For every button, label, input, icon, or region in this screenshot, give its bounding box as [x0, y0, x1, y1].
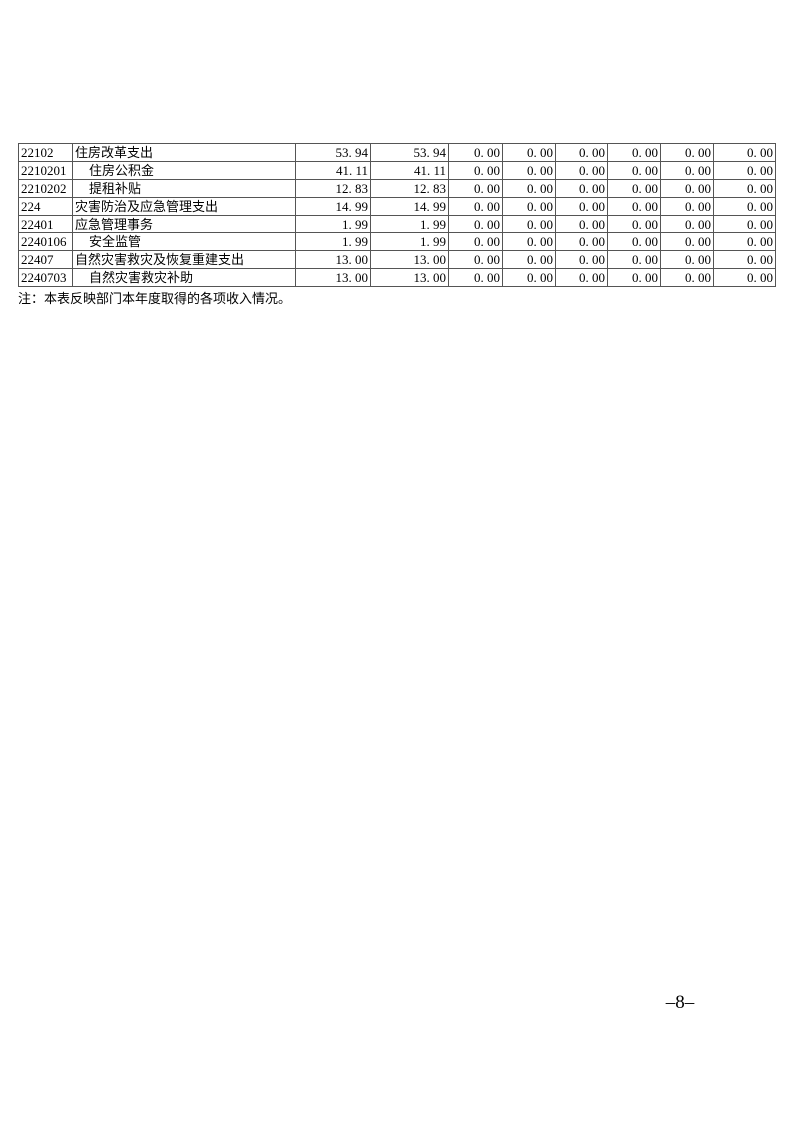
value-cell: 0. 00 — [502, 214, 556, 234]
value-cell: 0. 00 — [502, 268, 556, 288]
value-cell: 0. 00 — [660, 250, 714, 270]
value-cell: 0. 00 — [555, 250, 608, 270]
name-cell: 住房改革支出 — [72, 143, 296, 162]
value-cell: 53. 94 — [370, 143, 449, 162]
value-cell: 0. 00 — [448, 160, 503, 180]
value-cell: 0. 00 — [448, 143, 503, 162]
value-cell: 0. 00 — [660, 160, 714, 180]
table-row: 224 灾害防治及应急管理支出 14. 99 14. 99 0. 00 0. 0… — [18, 196, 776, 216]
value-cell: 0. 00 — [713, 196, 776, 216]
value-cell: 0. 00 — [502, 143, 556, 162]
table-note: 注：本表反映部门本年度取得的各项收入情况。 — [18, 291, 292, 306]
value-cell: 0. 00 — [713, 160, 776, 180]
value-cell: 0. 00 — [607, 143, 661, 162]
value-cell: 0. 00 — [555, 196, 608, 216]
budget-table-container: 22102 住房改革支出 53. 94 53. 94 0. 00 0. 00 0… — [18, 143, 776, 288]
code-cell: 2210201 — [18, 160, 73, 180]
value-cell: 0. 00 — [448, 196, 503, 216]
code-cell: 22102 — [18, 143, 73, 162]
value-cell: 1. 99 — [370, 232, 449, 252]
code-cell: 2210202 — [18, 178, 73, 198]
code-cell: 22401 — [18, 214, 73, 234]
table-row: 2210201 住房公积金 41. 11 41. 11 0. 00 0. 00 … — [18, 160, 776, 180]
code-cell: 2240106 — [18, 232, 73, 252]
value-cell: 0. 00 — [448, 250, 503, 270]
value-cell: 0. 00 — [660, 196, 714, 216]
value-cell: 0. 00 — [607, 232, 661, 252]
table-row: 2240106 安全监管 1. 99 1. 99 0. 00 0. 00 0. … — [18, 232, 776, 252]
value-cell: 41. 11 — [370, 160, 449, 180]
value-cell: 0. 00 — [555, 178, 608, 198]
value-cell: 1. 99 — [370, 214, 449, 234]
table-row: 22407 自然灾害救灾及恢复重建支出 13. 00 13. 00 0. 00 … — [18, 250, 776, 270]
value-cell: 0. 00 — [713, 178, 776, 198]
table-row: 22401 应急管理事务 1. 99 1. 99 0. 00 0. 00 0. … — [18, 214, 776, 234]
value-cell: 0. 00 — [607, 250, 661, 270]
value-cell: 0. 00 — [448, 268, 503, 288]
value-cell: 0. 00 — [607, 196, 661, 216]
value-cell: 0. 00 — [713, 268, 776, 288]
value-cell: 0. 00 — [660, 143, 714, 162]
code-cell: 224 — [18, 196, 73, 216]
page-number: –8– — [665, 992, 695, 1013]
value-cell: 0. 00 — [607, 178, 661, 198]
value-cell: 13. 00 — [295, 250, 371, 270]
value-cell: 14. 99 — [295, 196, 371, 216]
name-cell: 自然灾害救灾及恢复重建支出 — [72, 250, 296, 270]
value-cell: 0. 00 — [502, 178, 556, 198]
value-cell: 12. 83 — [295, 178, 371, 198]
table-row: 22102 住房改革支出 53. 94 53. 94 0. 00 0. 00 0… — [18, 143, 776, 162]
value-cell: 14. 99 — [370, 196, 449, 216]
value-cell: 0. 00 — [660, 232, 714, 252]
value-cell: 0. 00 — [660, 268, 714, 288]
table-row: 2210202 提租补贴 12. 83 12. 83 0. 00 0. 00 0… — [18, 178, 776, 198]
value-cell: 1. 99 — [295, 214, 371, 234]
value-cell: 0. 00 — [502, 160, 556, 180]
value-cell: 13. 00 — [370, 250, 449, 270]
value-cell: 0. 00 — [502, 196, 556, 216]
value-cell: 0. 00 — [713, 232, 776, 252]
code-cell: 2240703 — [18, 268, 73, 288]
value-cell: 0. 00 — [607, 268, 661, 288]
value-cell: 0. 00 — [660, 178, 714, 198]
name-cell: 提租补贴 — [72, 178, 296, 198]
value-cell: 0. 00 — [502, 250, 556, 270]
value-cell: 13. 00 — [295, 268, 371, 288]
name-cell: 安全监管 — [72, 232, 296, 252]
value-cell: 1. 99 — [295, 232, 371, 252]
value-cell: 0. 00 — [713, 143, 776, 162]
value-cell: 53. 94 — [295, 143, 371, 162]
name-cell: 灾害防治及应急管理支出 — [72, 196, 296, 216]
value-cell: 0. 00 — [555, 160, 608, 180]
name-cell: 应急管理事务 — [72, 214, 296, 234]
table-row: 2240703 自然灾害救灾补助 13. 00 13. 00 0. 00 0. … — [18, 268, 776, 288]
value-cell: 0. 00 — [607, 214, 661, 234]
budget-table: 22102 住房改革支出 53. 94 53. 94 0. 00 0. 00 0… — [18, 143, 776, 288]
value-cell: 0. 00 — [448, 232, 503, 252]
value-cell: 0. 00 — [713, 214, 776, 234]
value-cell: 0. 00 — [555, 268, 608, 288]
value-cell: 0. 00 — [448, 214, 503, 234]
value-cell: 0. 00 — [713, 250, 776, 270]
name-cell: 自然灾害救灾补助 — [72, 268, 296, 288]
value-cell: 0. 00 — [555, 143, 608, 162]
name-cell: 住房公积金 — [72, 160, 296, 180]
value-cell: 13. 00 — [370, 268, 449, 288]
value-cell: 0. 00 — [502, 232, 556, 252]
value-cell: 12. 83 — [370, 178, 449, 198]
table-body: 22102 住房改革支出 53. 94 53. 94 0. 00 0. 00 0… — [18, 143, 776, 288]
value-cell: 41. 11 — [295, 160, 371, 180]
code-cell: 22407 — [18, 250, 73, 270]
value-cell: 0. 00 — [607, 160, 661, 180]
value-cell: 0. 00 — [660, 214, 714, 234]
value-cell: 0. 00 — [555, 232, 608, 252]
value-cell: 0. 00 — [555, 214, 608, 234]
value-cell: 0. 00 — [448, 178, 503, 198]
